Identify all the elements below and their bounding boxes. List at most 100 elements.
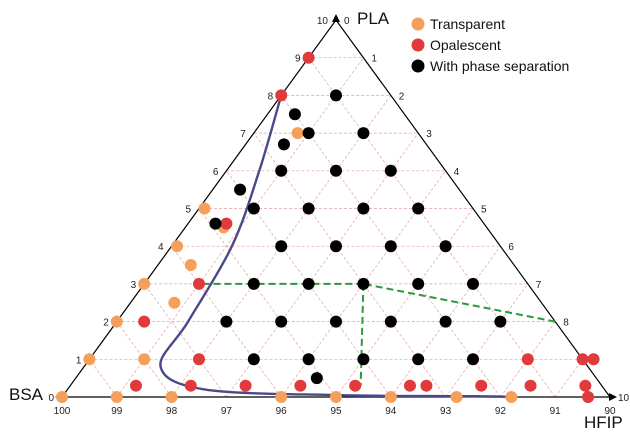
tick-label-hfip: 7 [536,280,542,291]
point-opalescent [239,379,252,392]
tick-label-hfip: 1 [371,54,377,65]
tick-label-bsa: 93 [440,406,452,417]
point-opalescent [138,315,151,328]
grid-line [335,208,474,398]
point-with-phase-separation [357,277,370,290]
point-with-phase-separation [247,202,260,215]
point-opalescent [220,217,233,230]
tick-label-hfip: 8 [563,318,569,329]
point-with-phase-separation [275,315,288,328]
grid-line [554,359,583,398]
phase-boundary-line [359,283,365,386]
point-transparent [110,315,123,328]
point-with-phase-separation [247,353,260,366]
tick-label-bsa: 96 [276,406,288,417]
legend-marker-transparent [411,17,425,31]
point-with-phase-separation [330,240,342,253]
tick-label-bsa: 92 [495,406,507,417]
point-with-phase-separation [357,353,370,366]
point-transparent [138,277,151,290]
point-transparent [83,353,96,366]
grid-lines [89,57,583,398]
legend-label-transparent: Transparent [430,16,505,32]
tick-label-pla: 1 [76,355,82,366]
point-with-phase-separation [357,127,370,140]
point-with-phase-separation [439,240,452,253]
tick-label-bsa: 98 [166,406,178,417]
point-opalescent [475,379,488,392]
tick-label-hfip: 10 [618,393,630,404]
point-opalescent [403,379,416,392]
point-opalescent [349,379,362,392]
point-with-phase-separation [220,315,233,328]
point-with-phase-separation [384,164,397,177]
point-opalescent [302,51,315,64]
tick-label-hfip: 2 [399,91,405,102]
tick-label-bsa: 100 [54,406,71,417]
tick-label-pla: 6 [213,167,219,178]
point-with-phase-separation [288,108,301,121]
grid-line [89,359,118,398]
point-transparent [168,296,181,309]
point-opalescent [582,391,595,403]
tick-label-bsa: 90 [604,406,616,417]
point-with-phase-separation [275,164,288,177]
point-with-phase-separation [247,277,260,290]
grid-line [198,208,337,398]
point-opalescent [524,379,537,392]
point-opalescent [193,277,205,290]
point-opalescent [275,89,288,102]
boundary-curve [159,95,517,399]
point-with-phase-separation [330,315,342,328]
point-opalescent [587,353,600,366]
point-with-phase-separation [384,240,397,253]
point-transparent [384,391,397,403]
point-transparent [171,240,184,253]
tick-label-pla: 5 [185,205,191,216]
point-with-phase-separation [494,315,507,328]
grid-line [143,283,227,398]
point-with-phase-separation [234,183,247,196]
grid-line [445,283,529,398]
point-opalescent [193,353,205,366]
tick-label-pla: 8 [268,91,274,102]
tick-label-pla: 3 [131,280,137,291]
point-with-phase-separation [412,202,425,215]
point-with-phase-separation [302,353,315,366]
axis-labels: PLA BSA HFIP [9,9,623,432]
point-opalescent [576,353,589,366]
point-opalescent [129,379,142,392]
point-with-phase-separation [310,372,323,385]
point-with-phase-separation [439,315,452,328]
tick-label-bsa: 94 [385,406,397,417]
point-transparent [505,391,518,403]
axis-label-bsa: BSA [9,385,44,404]
point-opalescent [294,379,307,392]
tick-label-pla: 0 [48,393,54,404]
point-transparent [165,391,178,403]
point-opalescent [420,379,433,392]
tick-labels: 1098765432100123456789101009998979695949… [48,16,629,417]
point-with-phase-separation [467,353,479,366]
point-transparent [275,391,288,403]
axis-label-pla: PLA [357,9,390,28]
grid-line [171,245,282,398]
tick-label-hfip: 5 [481,205,487,216]
tick-label-pla: 2 [103,318,109,329]
point-with-phase-separation [412,277,425,290]
legend-label-with-phase-separation: With phase separation [430,58,569,74]
point-with-phase-separation [277,138,290,151]
point-with-phase-separation [302,277,315,290]
tick-label-bsa: 95 [330,406,342,417]
grid-line [226,132,419,398]
legend-marker-with-phase-separation [411,59,425,73]
legend: Transparent Opalescent With phase separati… [411,16,569,74]
point-with-phase-separation [302,202,315,215]
tick-label-pla: 7 [240,129,246,140]
tick-label-hfip: 3 [426,129,432,140]
point-with-phase-separation [330,89,342,102]
tick-label-bsa: 97 [221,406,233,417]
tick-label-pla: 4 [158,242,164,253]
legend-marker-opalescent [411,38,425,52]
